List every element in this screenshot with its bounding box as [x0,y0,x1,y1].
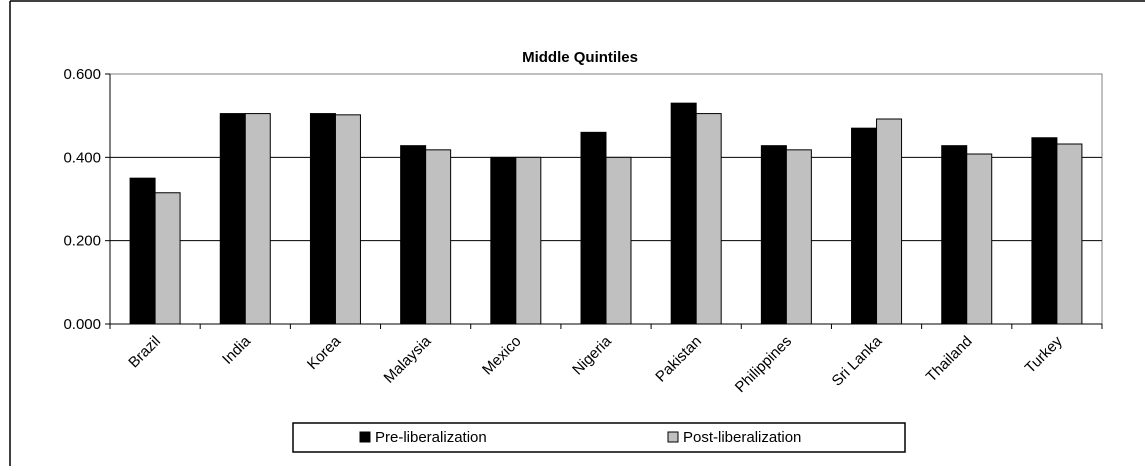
x-category-label: Turkey [1022,332,1066,376]
bar-post-liberalization [515,156,542,325]
legend-box [292,422,906,453]
y-tick-label: 0.200 [63,233,101,250]
bar-pre-liberalization [760,145,787,325]
legend-swatch-pre [359,431,371,443]
bar-pre-liberalization [400,145,427,325]
bar-pre-liberalization [309,113,336,325]
bar-pre-liberalization [580,131,607,325]
x-category-label: Pakistan [652,333,705,386]
x-category-label: Philippines [732,333,795,396]
bar-pre-liberalization [219,113,246,325]
y-axis: 0.000 0.200 0.400 0.600 [63,66,111,333]
legend-label-pre: Pre-liberalization [375,429,487,446]
bar-post-liberalization [334,114,361,325]
x-category-label: Malaysia [381,332,435,386]
bar-post-liberalization [154,192,181,325]
x-category-label: Mexico [479,333,525,379]
chart-title: Middle Quintiles [522,49,638,66]
bar-pre-liberalization [129,177,156,325]
bar-post-liberalization [876,118,903,325]
x-axis: Brazil India Korea Malaysia Mexico Nigeria Pak… [109,323,1103,396]
bar-pre-liberalization [490,156,517,325]
bar-pre-liberalization [851,127,878,325]
legend: Pre-liberalization Post-liberalization [292,422,906,453]
x-category-label: Thailand [923,333,976,386]
bar-post-liberalization [605,156,632,325]
x-category-label: Brazil [125,333,164,372]
x-category-label: India [219,332,254,367]
x-category-label: Sri Lanka [829,332,886,389]
x-category-label: Korea [304,332,345,373]
bar-post-liberalization [425,149,452,325]
bar-pre-liberalization [941,145,968,325]
bar-post-liberalization [695,113,722,325]
y-tick-label: 0.400 [63,149,101,166]
bar-post-liberalization [785,149,812,325]
bar-post-liberalization [966,153,993,325]
bars [129,102,1083,325]
y-tick-label: 0.600 [63,66,101,83]
x-category-label: Nigeria [569,332,615,378]
bar-post-liberalization [1056,143,1083,325]
bar-post-liberalization [244,113,271,325]
legend-label-post: Post-liberalization [683,429,801,446]
bar-pre-liberalization [670,102,697,325]
bar-pre-liberalization [1031,137,1058,325]
legend-swatch-post [667,431,679,443]
y-tick-label: 0.000 [63,316,101,333]
